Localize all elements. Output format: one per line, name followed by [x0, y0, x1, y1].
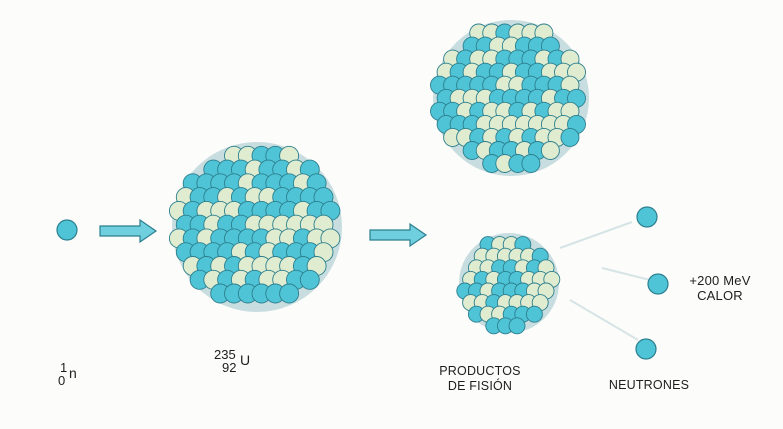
nucleon [508, 317, 526, 335]
nucleon [299, 269, 320, 290]
neutron-mass-number: 1 [60, 360, 68, 375]
fission-product-small [456, 233, 561, 335]
arrow-to-uranium [99, 218, 158, 244]
uranium-nucleus [168, 142, 342, 312]
uranium-label: 235 92 U [214, 347, 274, 387]
neutron-atomic-number: 0 [58, 373, 66, 388]
neutron-streak [601, 267, 651, 281]
uranium-mass-number: 235 [214, 347, 236, 362]
nucleon [279, 283, 300, 304]
energy-line-2: CALOR [697, 288, 743, 303]
nucleon [540, 141, 560, 160]
neutron-symbol: n [69, 365, 77, 381]
emitted-neutron [636, 206, 658, 228]
energy-label: +200 MeV CALOR [670, 273, 770, 303]
products-line-1: PRODUCTOS [439, 364, 521, 378]
incoming-neutron [56, 219, 78, 241]
uranium-symbol: U [240, 352, 251, 368]
fission-products-label: PRODUCTOS DE FISIÓN [425, 364, 535, 394]
products-line-2: DE FISIÓN [447, 379, 513, 393]
emitted-neutron [635, 338, 657, 360]
nucleon [560, 127, 580, 147]
energy-line-1: +200 MeV [689, 273, 751, 288]
arrow-to-products [369, 222, 428, 248]
nucleon [521, 154, 541, 173]
emitted-neutron [647, 273, 669, 295]
neutron-label: 1 0 n [58, 360, 98, 400]
neutrons-label: NEUTRONES [608, 378, 690, 392]
neutron-streak [559, 221, 633, 249]
uranium-atomic-number: 92 [222, 360, 237, 375]
fission-product-large [430, 20, 589, 176]
nucleon [525, 305, 543, 323]
neutron-streak [569, 299, 639, 341]
